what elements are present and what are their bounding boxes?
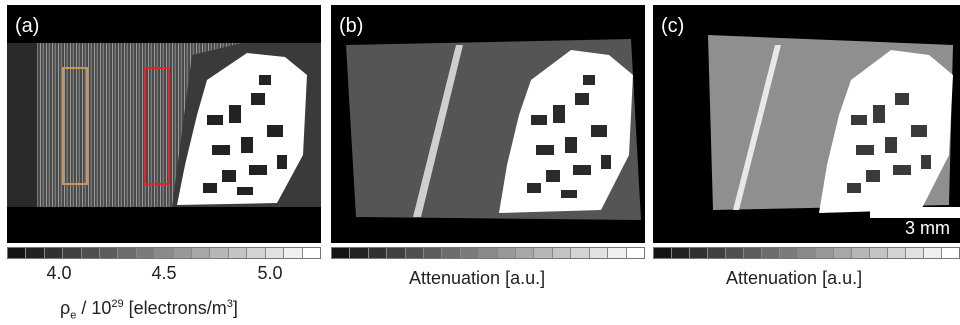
colorbar-step [834,248,852,258]
colorbar-step [442,248,461,258]
title-mid: / 10 [76,298,112,318]
colorbar-step [479,248,498,258]
colorbar-b-title: Attenuation [a.u.] [409,268,546,288]
colorbar-step [608,248,627,258]
colorbar-step [100,248,119,258]
roi-orange-rectangle [62,67,88,185]
unit-exponent: 3 [226,298,233,310]
colorbar-a-title: ρe / 1029 [electrons/m3] [60,298,238,322]
colorbar-step [816,248,834,258]
colorbar-step [44,248,64,258]
colorbar-step [654,248,672,258]
colorbar-step [690,248,708,258]
colorbar-step [762,248,780,258]
panel-c-image: (c) 3 mm [653,5,960,243]
colorbar-step [387,248,406,258]
colorbar-step [173,248,193,258]
colorbar-step [497,248,517,258]
colorbar-step [302,248,320,258]
colorbar-step [284,248,303,258]
exponent: 29 [111,298,124,310]
colorbar-step [726,248,744,258]
scale-bar [870,207,960,218]
colorbar-step [888,248,906,258]
colorbar-step [942,248,959,258]
colorbar-step [155,248,174,258]
panel-c-tomogram [708,35,953,213]
colorbar-step [924,248,942,258]
colorbar-step [118,248,137,258]
colorbar-step [708,248,726,258]
colorbar-c-title: Attenuation [a.u.] [726,268,863,288]
colorbar-step [81,248,101,258]
colorbar-step [247,248,266,258]
colorbar-step [852,248,870,258]
colorbar-step [516,248,535,258]
unit-label: [electrons/m [123,298,227,318]
colorbar-step [332,248,351,258]
panel-a-tomogram [7,43,321,207]
colorbar-step [136,248,156,258]
colorbar-step [63,248,82,258]
scale-bar-label: 3 mm [905,218,950,238]
colorbar-step [744,248,762,258]
colorbar-step [424,248,443,258]
panel-c-label: (c) [661,15,685,37]
colorbar-c [653,247,960,259]
colorbar-step [534,248,553,258]
colorbar-step [589,248,609,258]
rho-symbol: ρ [60,298,71,318]
colorbar-step [228,248,248,258]
colorbar-step [350,248,369,258]
colorbar-step [870,248,888,258]
rho-subscript: e [70,309,77,322]
colorbar-a-tick: 4.5 [151,263,177,283]
colorbar-step [265,248,285,258]
colorbar-step [368,248,388,258]
colorbar-a [7,247,321,259]
panel-a-image: (a) [7,5,321,243]
colorbar-step [571,248,590,258]
colorbar-step [780,248,798,258]
colorbar-step [552,248,572,258]
colorbar-step [192,248,211,258]
colorbar-a-tick: 5.0 [257,263,283,283]
colorbar-step [210,248,229,258]
colorbar-step [798,248,816,258]
colorbar-step [672,248,690,258]
colorbar-step [626,248,644,258]
colorbar-step [26,248,45,258]
colorbar-step [906,248,924,258]
colorbar-step [460,248,480,258]
panel-b-label: (b) [339,15,364,37]
title-end: ] [232,298,238,318]
colorbar-a-tick: 4.0 [46,263,72,283]
panel-b-tomogram [346,39,641,220]
panel-b-image: (b) [331,5,645,243]
panel-a-label: (a) [15,15,40,37]
roi-red-rectangle [144,67,170,185]
colorbar-step [405,248,425,258]
colorbar-step [8,248,27,258]
colorbar-b [331,247,645,259]
